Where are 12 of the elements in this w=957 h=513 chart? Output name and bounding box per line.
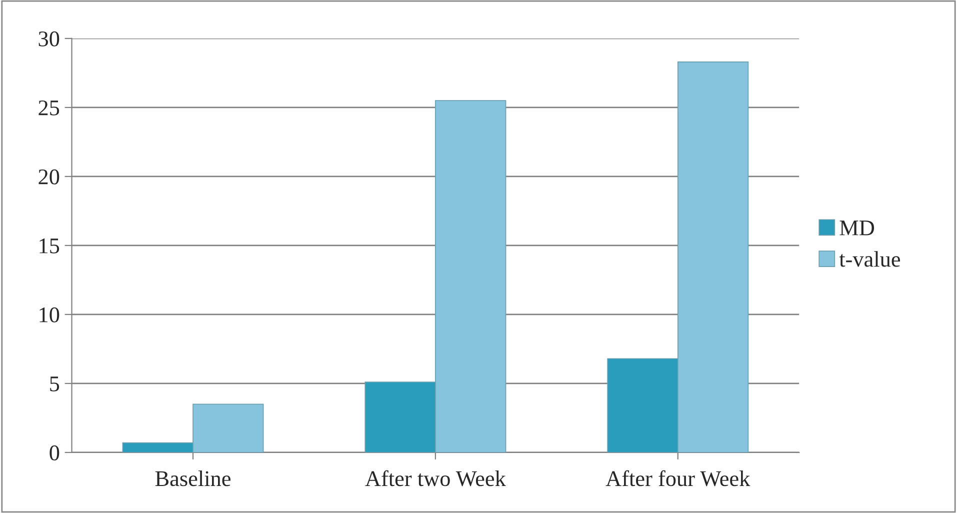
x-tick-label: After four Week bbox=[606, 470, 750, 486]
x-tick-label: After two Week bbox=[365, 470, 506, 486]
y-tick-label: 5 bbox=[50, 376, 60, 392]
legend-label: t-value bbox=[839, 251, 900, 267]
y-tick-label: 25 bbox=[38, 100, 60, 116]
legend-label: MD bbox=[840, 220, 874, 236]
y-tick-label: 20 bbox=[38, 169, 60, 184]
y-tick-label: 15 bbox=[40, 238, 60, 254]
x-tick-label: Baseline bbox=[155, 470, 230, 486]
y-tick-label: 10 bbox=[40, 307, 60, 322]
y-tick-label: 0 bbox=[50, 445, 60, 460]
y-tick-label: 30 bbox=[38, 31, 60, 46]
